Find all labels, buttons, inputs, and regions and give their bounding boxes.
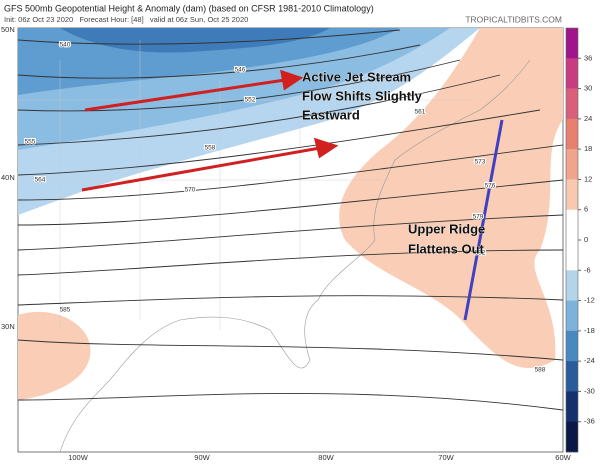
- contour-label: 576: [485, 183, 496, 190]
- latitude-label: 30N: [1, 322, 15, 331]
- colorbar-tick-label: -12: [584, 296, 595, 305]
- contour-label: 588: [535, 367, 546, 374]
- contour-label: 552: [245, 97, 256, 104]
- colorbar-tick-label: 36: [584, 53, 592, 62]
- map: [17, 27, 564, 453]
- colorbar-segment: [566, 240, 578, 271]
- longitude-label: 60W: [555, 453, 571, 461]
- colorbar-segment: [566, 58, 578, 89]
- colorbar-tick-label: -6: [584, 265, 591, 274]
- contour-label: 582: [475, 250, 486, 257]
- colorbar-segment: [566, 361, 578, 392]
- colorbar-tick-label: -36: [584, 417, 595, 426]
- contour-label: 564: [35, 177, 46, 184]
- latitude-label: 40N: [1, 173, 15, 182]
- colorbar-segment: [566, 88, 578, 120]
- credit: TROPICALTIDBITS.COM: [465, 14, 562, 24]
- contour-label: 546: [235, 67, 246, 74]
- ridge-annotation: Upper Ridge: [408, 221, 485, 236]
- longitude-label: 100W: [68, 453, 89, 461]
- contour-label: 579: [473, 214, 484, 221]
- colorbar-segment: [566, 300, 578, 332]
- colorbar-tick-label: -18: [584, 326, 595, 335]
- latitude-label: 50N: [1, 25, 15, 34]
- colorbar-segment: [566, 391, 578, 423]
- colorbar-tick-label: 12: [584, 174, 592, 183]
- contour-label: 570: [185, 187, 196, 194]
- colorbar-tick-label: 18: [584, 144, 592, 153]
- jet-annotation: Flow Shifts Slightly: [302, 88, 423, 103]
- longitude-label: 70W: [438, 453, 454, 461]
- colorbar-tick-label: 24: [584, 114, 592, 123]
- subtitle: Init: 06z Oct 23 2020 Forecast Hour: [48…: [4, 15, 248, 24]
- ridge-annotation: Flattens Out: [408, 241, 485, 256]
- colorbar-segment: [566, 209, 578, 241]
- colorbar-tick-label: -30: [584, 386, 595, 395]
- jet-annotation: Active Jet Stream: [302, 69, 411, 84]
- jet-annotation: Eastward: [302, 107, 360, 122]
- title: GFS 500mb Geopotential Height & Anomaly …: [4, 3, 374, 13]
- colorbar-segment: [566, 28, 578, 59]
- colorbar-segment: [566, 330, 578, 362]
- colorbar-tick-label: 6: [584, 205, 588, 214]
- longitude-label: 80W: [318, 453, 334, 461]
- contour-label: 558: [205, 145, 216, 152]
- contour-label: 573: [475, 159, 486, 166]
- colorbar-tick-label: -24: [584, 356, 595, 365]
- contour-label: 540: [60, 42, 71, 49]
- colorbar-tick-label: 30: [584, 84, 592, 93]
- colorbar-segment: [566, 270, 578, 301]
- contour-label: 561: [415, 109, 426, 116]
- colorbar-segment: [566, 421, 578, 453]
- colorbar-segment: [566, 179, 578, 211]
- contour-label: 585: [60, 307, 71, 314]
- colorbar-segment: [566, 118, 578, 150]
- colorbar-tick-label: 0: [584, 235, 588, 244]
- longitude-label: 90W: [194, 453, 210, 461]
- colorbar-segment: [566, 149, 578, 180]
- contour-label: 555: [25, 139, 36, 146]
